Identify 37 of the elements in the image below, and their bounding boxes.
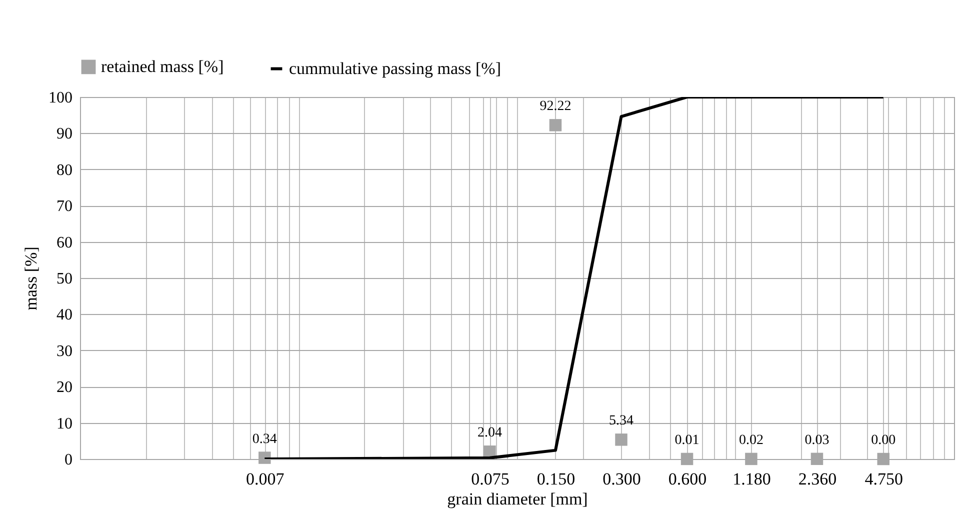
x-axis-title: grain diameter [mm] [447, 490, 588, 508]
x-tick-label: 0.075 [471, 470, 510, 488]
x-tick-label: 4.750 [864, 470, 903, 488]
x-tick-label: 0.007 [246, 470, 285, 488]
data-label: 0.34 [252, 432, 277, 447]
data-label: 92.22 [540, 99, 572, 114]
y-tick-label: 40 [56, 306, 72, 324]
point [680, 452, 694, 466]
x-tick-label: 1.180 [732, 470, 771, 488]
data-label: 5.34 [609, 414, 634, 429]
x-tick-label: 2.360 [798, 470, 837, 488]
y-tick-label: 20 [56, 379, 72, 396]
y-tick-label: 10 [56, 415, 72, 432]
y-tick-label: 90 [56, 126, 72, 143]
y-tick-label: 60 [56, 234, 72, 252]
y-tick-label: 70 [56, 198, 72, 216]
data-label: 0.02 [738, 432, 764, 448]
y-tick-label: 0 [64, 452, 72, 468]
y-tick-label: 80 [56, 162, 72, 179]
data-label: 2.04 [477, 426, 502, 441]
point [745, 452, 758, 466]
y-tick-label: 50 [56, 270, 72, 288]
data-label: 0.03 [804, 432, 830, 448]
point [877, 452, 890, 466]
legend-label: cummulative passing mass [%] [289, 58, 501, 78]
y-tick-label: 100 [48, 90, 72, 106]
data-label: 0.01 [674, 432, 700, 448]
x-tick-label: 0.300 [602, 470, 641, 488]
y-tick-label: 30 [56, 342, 72, 360]
point [810, 452, 824, 466]
point [549, 119, 562, 132]
x-tick-label: 0.150 [536, 470, 576, 488]
y-axis-title: mass [%] [22, 246, 40, 310]
x-tick-label: 0.600 [668, 470, 707, 488]
data-label: 0.00 [871, 433, 896, 448]
legend-label: retained mass [%] [101, 56, 224, 76]
point [615, 434, 628, 446]
